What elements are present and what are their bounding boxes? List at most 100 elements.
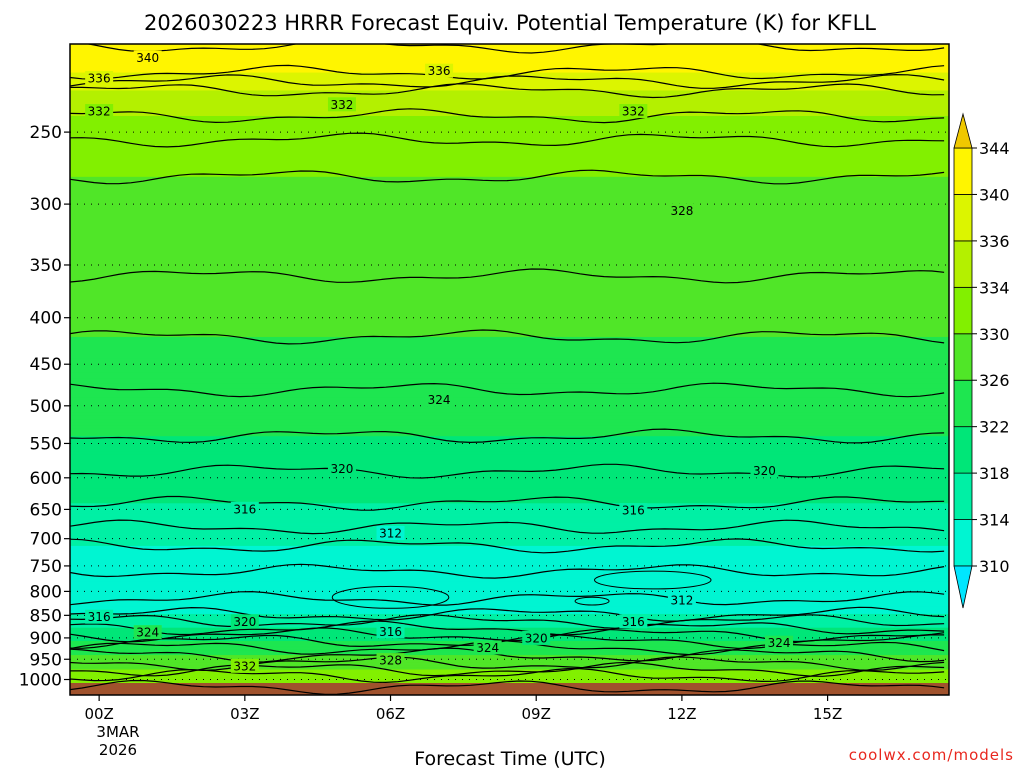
contour-label-bg [750,463,779,478]
color-band [70,378,949,380]
color-band [70,304,949,307]
color-band [70,397,949,399]
color-band [70,404,949,406]
color-band [70,333,949,335]
color-band [70,128,949,132]
color-band [70,426,949,428]
color-band [70,484,949,486]
color-band [70,494,949,496]
color-band [70,405,949,407]
contour-label: 332 [622,105,645,119]
color-band [70,467,949,470]
contour-label: 312 [670,594,693,608]
color-band [70,454,949,456]
x-tick-label: 12Z [667,705,696,723]
color-band [70,219,949,222]
colorbar-arrow-bottom [953,565,973,609]
colorbar-segment [953,333,973,381]
color-band [70,365,949,367]
color-band [70,483,949,485]
color-band [70,242,949,245]
color-band [70,114,949,117]
color-band [70,452,949,454]
color-band [70,272,949,275]
color-band [70,350,949,353]
color-band [70,436,949,439]
color-band [70,168,949,171]
contour-line [70,495,945,511]
color-band [70,306,949,309]
contour-line [70,606,945,622]
color-band [70,491,949,493]
color-band [70,240,949,243]
contour-label: 316 [622,504,645,518]
color-band [70,399,949,401]
color-band [70,497,949,499]
color-band [70,349,949,352]
color-band [70,405,949,408]
color-band [70,232,949,234]
color-band [70,449,949,451]
color-band [70,429,949,431]
color-band [70,159,949,162]
color-band [70,76,949,79]
color-band [70,117,949,120]
colorbar-label: 334 [979,278,1010,297]
color-band [70,280,949,283]
color-band [70,364,949,366]
contour-label: 336 [88,72,111,86]
color-band [70,473,949,476]
color-band [70,218,949,221]
color-band [70,235,949,238]
color-band [70,287,949,290]
color-band [70,317,949,320]
color-band [70,57,949,61]
color-band [70,241,949,244]
color-band [70,451,949,454]
color-band [70,366,949,369]
color-band [70,398,949,401]
color-band [70,502,949,504]
color-band [70,200,949,203]
y-tick-label: 750 [30,557,62,577]
color-band [70,355,949,357]
color-band [70,314,949,317]
color-band [70,464,949,466]
contour-line [70,519,945,535]
contour-label-bg [765,635,794,650]
color-band [70,463,949,465]
color-band [70,423,949,425]
contour-line [70,382,945,398]
contour-label-bg [619,614,648,629]
color-band [70,338,949,341]
color-band [70,194,949,197]
color-band [70,340,949,343]
color-band [70,104,949,107]
color-band [70,388,949,390]
y-axis: 250 300 350 400 450 500 550 600 650 700 750 800 850 9… [19,123,70,691]
color-band [70,245,949,248]
color-band [70,453,949,455]
color-band [70,497,949,499]
color-band [70,480,949,482]
color-band [70,204,949,207]
color-band [70,319,949,322]
contour-label: 316 [622,615,645,629]
color-band [70,381,949,383]
color-band [70,269,949,272]
color-band [70,146,949,149]
contour-label-bg [376,525,405,540]
color-band [70,372,949,375]
color-band [70,424,949,426]
x-tick-label: 06Z [376,705,405,723]
color-band [70,183,949,186]
color-band [70,281,949,284]
color-band [70,402,949,405]
color-band [70,465,949,468]
color-band [70,498,949,501]
color-band [70,457,949,459]
color-band [70,514,949,516]
color-band [70,383,949,386]
color-band [70,65,949,68]
contour-label-bg [425,63,454,78]
